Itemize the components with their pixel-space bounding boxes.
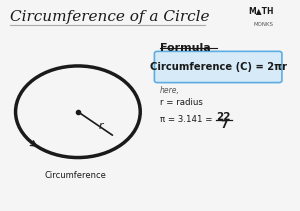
Text: 7: 7 xyxy=(220,120,227,130)
Text: 22: 22 xyxy=(217,112,231,122)
Text: here,: here, xyxy=(160,86,180,95)
FancyBboxPatch shape xyxy=(154,51,282,83)
Text: Formula: Formula xyxy=(160,43,211,53)
Text: Circumference of a Circle: Circumference of a Circle xyxy=(10,10,209,24)
Text: r = radius: r = radius xyxy=(160,98,203,107)
Text: r: r xyxy=(98,121,103,131)
Text: MONKS: MONKS xyxy=(254,22,273,27)
Text: M▲TH: M▲TH xyxy=(248,5,273,15)
Text: Circumference (C) = 2πr: Circumference (C) = 2πr xyxy=(150,62,287,72)
Text: Circumference: Circumference xyxy=(44,171,106,180)
Text: π = 3.141 =: π = 3.141 = xyxy=(160,115,215,124)
